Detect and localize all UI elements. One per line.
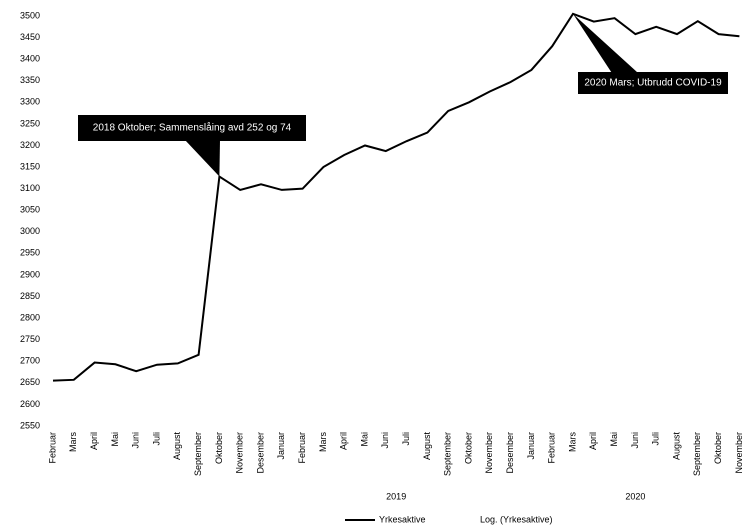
x-tick-label: Mai — [110, 432, 120, 447]
y-tick-label: 3050 — [20, 205, 40, 215]
y-tick-label: 3350 — [20, 75, 40, 85]
x-tick-label: November — [734, 432, 742, 474]
x-tick-label: Oktober — [713, 432, 723, 464]
y-tick-label: 2700 — [20, 356, 40, 366]
x-tick-label: Mai — [609, 432, 619, 447]
x-tick-label: Februar — [297, 432, 307, 464]
y-tick-label: 3100 — [20, 183, 40, 193]
y-tick-label: 2600 — [20, 399, 40, 409]
y-tick-label: 2950 — [20, 248, 40, 258]
y-tick-label: 3250 — [20, 118, 40, 128]
x-tick-label: Desember — [255, 432, 265, 474]
y-tick-label: 2850 — [20, 291, 40, 301]
x-tick-label: Juni — [630, 432, 640, 449]
x-tick-label: Februar — [47, 432, 57, 464]
x-tick-label: August — [671, 432, 681, 461]
y-tick-label: 3200 — [20, 140, 40, 150]
x-tick-label: Desember — [505, 432, 515, 474]
year-label: 2019 — [386, 491, 406, 501]
x-tick-label: September — [193, 432, 203, 476]
y-tick-label: 2550 — [20, 420, 40, 430]
y-tick-label: 2650 — [20, 377, 40, 387]
x-tick-label: Mars — [567, 432, 577, 452]
y-tick-label: 3000 — [20, 226, 40, 236]
legend-label: Yrkesaktive — [379, 514, 426, 524]
y-tick-label: 3450 — [20, 32, 40, 42]
annotation-text: 2018 Oktober; Sammenslåing avd 252 og 74 — [93, 122, 292, 134]
legend-label: Log. (Yrkesaktive) — [480, 514, 553, 524]
y-tick-label: 2900 — [20, 269, 40, 279]
annotation-box — [578, 72, 728, 94]
annotation-text: 2020 Mars; Utbrudd COVID-19 — [584, 78, 722, 89]
x-tick-label: September — [692, 432, 702, 476]
x-tick-label: April — [89, 432, 99, 450]
data-line — [52, 12, 740, 382]
x-tick-label: Mars — [318, 432, 328, 452]
y-tick-label: 3300 — [20, 97, 40, 107]
x-tick-label: April — [588, 432, 598, 450]
x-tick-label: Juli — [401, 432, 411, 446]
year-label: 2020 — [625, 491, 645, 501]
x-tick-label: November — [235, 432, 245, 474]
y-tick-label: 3400 — [20, 54, 40, 64]
y-tick-label: 2800 — [20, 312, 40, 322]
x-tick-label: Juli — [151, 432, 161, 446]
x-tick-label: August — [172, 432, 182, 461]
x-tick-label: Mai — [359, 432, 369, 447]
x-tick-label: April — [339, 432, 349, 450]
x-tick-label: Januar — [526, 432, 536, 460]
annotation-box — [78, 115, 306, 141]
x-tick-label: November — [484, 432, 494, 474]
x-tick-label: August — [422, 432, 432, 461]
x-tick-label: Oktober — [463, 432, 473, 464]
annotation-pointer — [185, 140, 220, 177]
y-tick-label: 3500 — [20, 10, 40, 20]
y-tick-label: 3150 — [20, 161, 40, 171]
x-tick-label: Oktober — [214, 432, 224, 464]
x-tick-label: September — [443, 432, 453, 476]
x-tick-label: Februar — [547, 432, 557, 464]
x-tick-label: Mars — [68, 432, 78, 452]
x-tick-label: Juli — [651, 432, 661, 446]
x-tick-label: Januar — [276, 432, 286, 460]
y-tick-label: 2750 — [20, 334, 40, 344]
x-tick-label: Juni — [131, 432, 141, 449]
x-tick-label: Juni — [380, 432, 390, 449]
